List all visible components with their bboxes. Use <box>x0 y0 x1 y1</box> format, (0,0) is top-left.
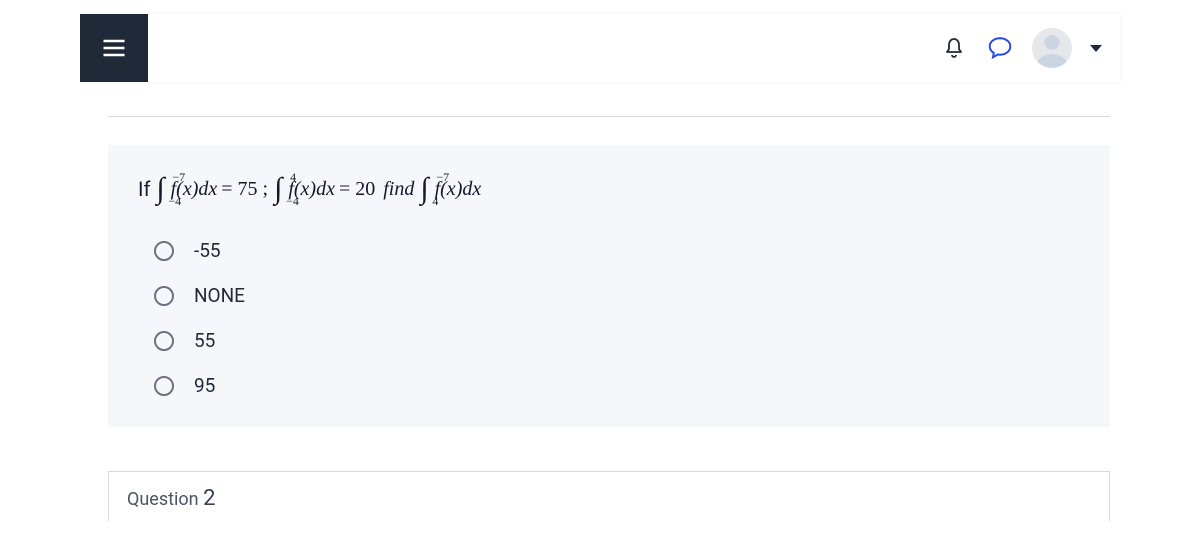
option-label: NONE <box>194 284 245 307</box>
find-word: find <box>383 173 414 205</box>
radio-icon <box>154 286 174 306</box>
panel-divider <box>108 116 1110 117</box>
question-card: If ∫ −4 −7 f(x)dx = 75 ; ∫ −4 4 f(x)dx =… <box>108 145 1110 427</box>
option-1[interactable]: NONE <box>154 284 1080 307</box>
messages-button[interactable] <box>986 34 1014 62</box>
option-label: 95 <box>194 374 215 397</box>
option-label: -55 <box>194 239 221 262</box>
option-3[interactable]: 95 <box>154 374 1080 397</box>
hamburger-icon <box>100 34 128 62</box>
speech-bubble-icon <box>987 35 1013 61</box>
next-question-number: 2 <box>203 486 215 511</box>
integral-1: ∫ −4 −7 <box>156 174 164 204</box>
next-question-label: Question <box>127 489 199 510</box>
equals-1: = 75 ; <box>221 173 268 205</box>
integral-2: ∫ −4 4 <box>274 174 282 204</box>
avatar[interactable] <box>1032 28 1072 68</box>
next-question-header[interactable]: Question 2 <box>108 471 1110 521</box>
integral-3: ∫ 4 −7 <box>420 174 428 204</box>
radio-icon <box>154 376 174 396</box>
question-text: If ∫ −4 −7 f(x)dx = 75 ; ∫ −4 4 f(x)dx =… <box>138 173 1080 205</box>
equals-2: = 20 <box>339 173 375 205</box>
user-menu-caret[interactable] <box>1090 45 1102 52</box>
radio-icon <box>154 331 174 351</box>
option-0[interactable]: -55 <box>154 239 1080 262</box>
notifications-button[interactable] <box>940 34 968 62</box>
menu-button[interactable] <box>80 14 148 82</box>
radio-icon <box>154 241 174 261</box>
question-prefix: If <box>138 173 150 205</box>
content-area: If ∫ −4 −7 f(x)dx = 75 ; ∫ −4 4 f(x)dx =… <box>108 116 1110 554</box>
bell-icon <box>942 36 966 60</box>
option-2[interactable]: 55 <box>154 329 1080 352</box>
options-list: -55 NONE 55 95 <box>138 239 1080 397</box>
top-bar <box>148 14 1120 82</box>
option-label: 55 <box>194 329 215 352</box>
